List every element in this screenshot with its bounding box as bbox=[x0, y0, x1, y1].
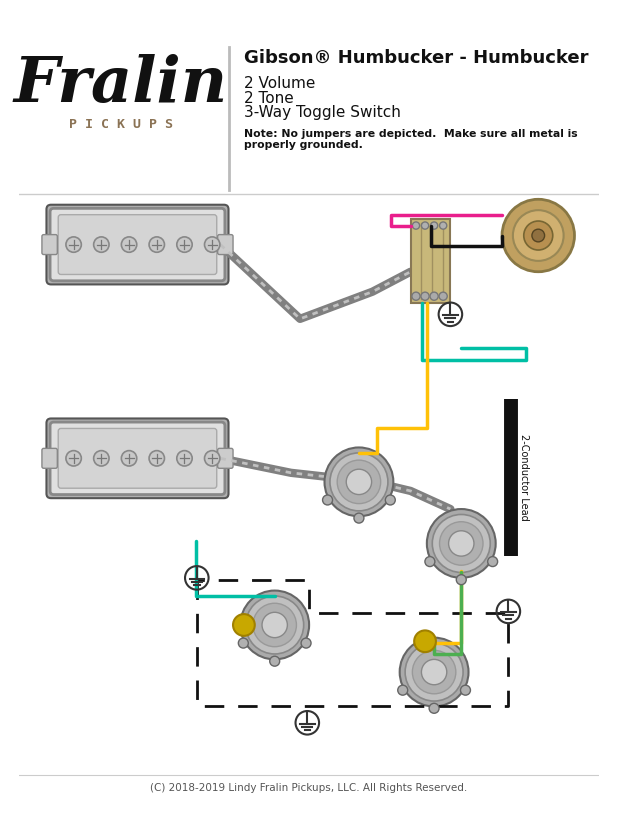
Text: 3-Way Toggle Switch: 3-Way Toggle Switch bbox=[244, 105, 401, 120]
Circle shape bbox=[238, 638, 248, 648]
Circle shape bbox=[431, 222, 438, 229]
FancyBboxPatch shape bbox=[58, 428, 217, 488]
Text: Note: No jumpers are depicted.  Make sure all metal is
properly grounded.: Note: No jumpers are depicted. Make sure… bbox=[244, 129, 577, 151]
Circle shape bbox=[262, 612, 287, 637]
Circle shape bbox=[233, 614, 255, 636]
Circle shape bbox=[122, 451, 137, 466]
Circle shape bbox=[269, 656, 280, 666]
Circle shape bbox=[412, 222, 420, 229]
Circle shape bbox=[122, 237, 137, 252]
Circle shape bbox=[513, 210, 564, 261]
Bar bbox=[410, 219, 451, 303]
Circle shape bbox=[177, 451, 192, 466]
Text: 2 Tone: 2 Tone bbox=[244, 91, 294, 106]
Circle shape bbox=[205, 451, 220, 466]
FancyBboxPatch shape bbox=[42, 235, 58, 255]
FancyBboxPatch shape bbox=[218, 235, 233, 255]
Circle shape bbox=[430, 292, 438, 300]
Circle shape bbox=[400, 637, 468, 706]
Circle shape bbox=[449, 531, 474, 556]
Circle shape bbox=[414, 631, 436, 652]
Circle shape bbox=[440, 222, 447, 229]
Circle shape bbox=[346, 469, 372, 494]
FancyBboxPatch shape bbox=[50, 208, 225, 281]
Circle shape bbox=[405, 643, 463, 701]
Circle shape bbox=[240, 591, 309, 660]
Text: Fralin: Fralin bbox=[13, 54, 228, 116]
FancyBboxPatch shape bbox=[42, 448, 58, 468]
Text: 2 Volume: 2 Volume bbox=[244, 76, 316, 92]
Circle shape bbox=[439, 292, 447, 300]
Circle shape bbox=[354, 513, 364, 523]
Circle shape bbox=[532, 229, 545, 242]
Circle shape bbox=[427, 509, 496, 578]
Text: (C) 2018-2019 Lindy Fralin Pickups, LLC. All Rights Reserved.: (C) 2018-2019 Lindy Fralin Pickups, LLC.… bbox=[150, 783, 468, 793]
Circle shape bbox=[429, 703, 439, 713]
Text: 2-Conductor Lead: 2-Conductor Lead bbox=[519, 434, 529, 521]
FancyBboxPatch shape bbox=[218, 448, 233, 468]
Circle shape bbox=[149, 451, 164, 466]
FancyBboxPatch shape bbox=[47, 418, 228, 498]
Circle shape bbox=[93, 451, 109, 466]
Circle shape bbox=[385, 495, 396, 505]
Circle shape bbox=[205, 237, 220, 252]
Circle shape bbox=[440, 522, 483, 565]
Circle shape bbox=[93, 237, 109, 252]
Circle shape bbox=[502, 200, 575, 272]
Text: P I C K U P S: P I C K U P S bbox=[68, 118, 173, 131]
Circle shape bbox=[397, 686, 408, 696]
Circle shape bbox=[421, 292, 429, 300]
Circle shape bbox=[412, 651, 456, 694]
FancyBboxPatch shape bbox=[47, 205, 228, 285]
Circle shape bbox=[149, 237, 164, 252]
Circle shape bbox=[66, 237, 81, 252]
FancyBboxPatch shape bbox=[58, 215, 217, 275]
Circle shape bbox=[66, 451, 81, 466]
Circle shape bbox=[432, 514, 490, 572]
Circle shape bbox=[461, 686, 470, 696]
Circle shape bbox=[324, 448, 394, 517]
Circle shape bbox=[323, 495, 333, 505]
Circle shape bbox=[253, 603, 296, 646]
Circle shape bbox=[421, 660, 447, 685]
Circle shape bbox=[177, 237, 192, 252]
Circle shape bbox=[524, 221, 553, 250]
Circle shape bbox=[246, 596, 303, 654]
Circle shape bbox=[301, 638, 311, 648]
Circle shape bbox=[330, 453, 388, 511]
Circle shape bbox=[425, 557, 435, 567]
Circle shape bbox=[412, 292, 420, 300]
Circle shape bbox=[488, 557, 498, 567]
Text: Gibson® Humbucker - Humbucker: Gibson® Humbucker - Humbucker bbox=[244, 49, 588, 67]
Circle shape bbox=[456, 575, 467, 585]
Circle shape bbox=[421, 222, 429, 229]
Circle shape bbox=[337, 460, 381, 503]
FancyBboxPatch shape bbox=[50, 422, 225, 494]
